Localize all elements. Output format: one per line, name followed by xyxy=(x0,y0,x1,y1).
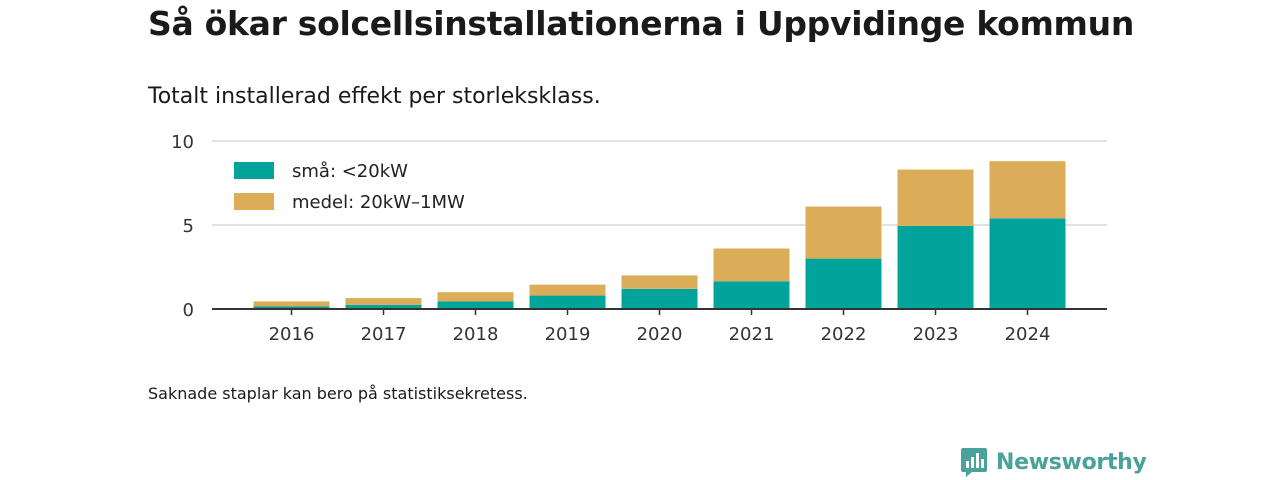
bar-2023-series-2 xyxy=(897,169,974,226)
y-tick-label: 5 xyxy=(183,216,194,237)
legend-label: små: <20kW xyxy=(292,161,408,182)
x-tick-label: 2024 xyxy=(1005,324,1051,345)
bar-2020-series-1 xyxy=(621,288,698,309)
bar-2022-series-1 xyxy=(805,258,882,309)
brand-name: Newsworthy xyxy=(996,449,1147,475)
bar-2019-series-2 xyxy=(529,284,606,296)
x-tick-label: 2023 xyxy=(913,324,959,345)
bar-2017-series-2 xyxy=(345,298,422,305)
x-tick-label: 2019 xyxy=(545,324,591,345)
x-tick-label: 2022 xyxy=(821,324,867,345)
y-tick-label: 0 xyxy=(183,300,194,321)
bar-2021-series-2 xyxy=(713,248,790,282)
x-tick-label: 2018 xyxy=(453,324,499,345)
x-tick-label: 2016 xyxy=(269,324,315,345)
bar-2019-series-1 xyxy=(529,295,606,309)
y-axis-ticks: 0 5 10 xyxy=(171,132,194,321)
bar-2022-series-2 xyxy=(805,206,882,259)
bar-2021-series-1 xyxy=(713,281,790,309)
bar-2017-series-1 xyxy=(345,304,422,309)
footnote: Saknade staplar kan bero på statistiksek… xyxy=(148,384,528,403)
x-tick-label: 2017 xyxy=(361,324,407,345)
x-axis-ticks: 2016 2017 2018 2019 2020 2021 2022 2023 2024 xyxy=(269,309,1051,345)
newsworthy-logo-icon xyxy=(961,448,987,477)
bar-2018-series-1 xyxy=(437,301,514,309)
bar-2016-series-1 xyxy=(253,306,330,309)
bar-2024-series-1 xyxy=(989,218,1066,309)
x-tick-label: 2021 xyxy=(729,324,775,345)
chart-title: Så ökar solcellsinstallationerna i Uppvi… xyxy=(148,4,1135,43)
legend: små: <20kW medel: 20kW–1MW xyxy=(234,161,465,213)
newsworthy-logo: Newsworthy xyxy=(960,446,1147,478)
bars xyxy=(253,161,1066,309)
legend-label: medel: 20kW–1MW xyxy=(292,192,465,213)
bar-2024-series-2 xyxy=(989,161,1066,219)
legend-swatch xyxy=(234,193,274,210)
legend-swatch xyxy=(234,162,274,179)
y-tick-label: 10 xyxy=(171,132,194,153)
x-tick-label: 2020 xyxy=(637,324,683,345)
bar-2018-series-2 xyxy=(437,292,514,302)
bar-2020-series-2 xyxy=(621,275,698,289)
chart-subtitle: Totalt installerad effekt per storlekskl… xyxy=(148,84,601,109)
bar-2016-series-2 xyxy=(253,301,330,307)
bar-2023-series-1 xyxy=(897,225,974,309)
